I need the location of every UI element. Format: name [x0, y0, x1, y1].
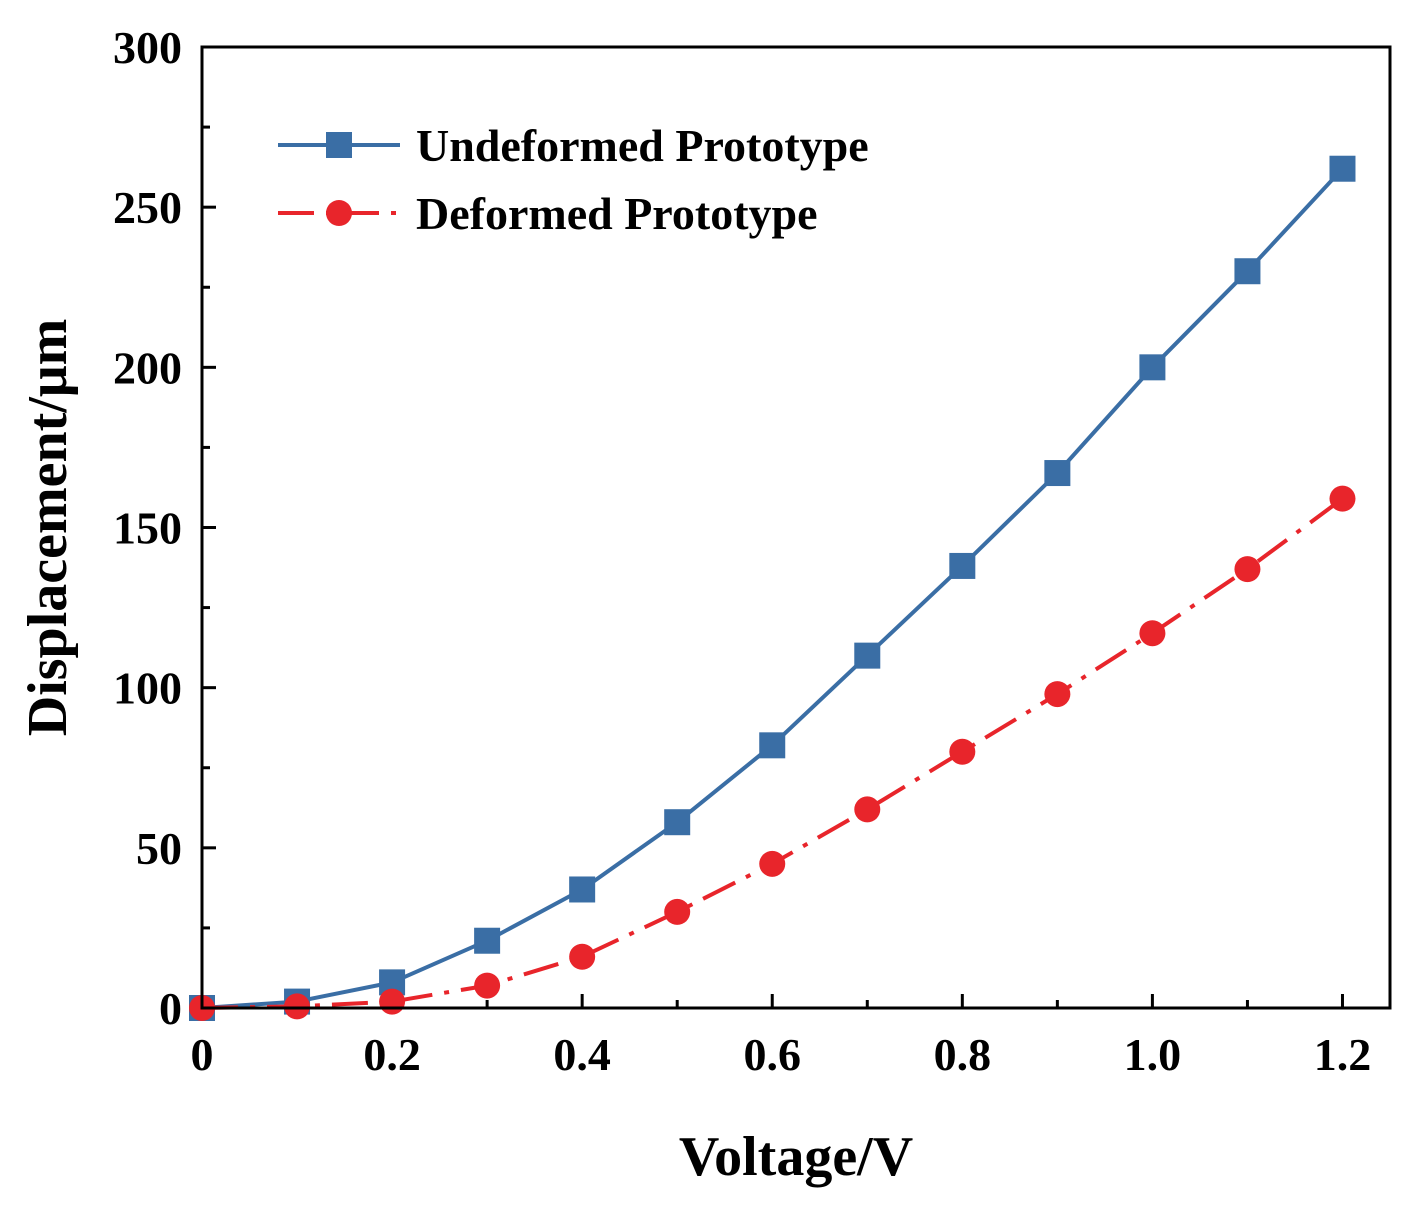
data-point [284, 993, 311, 1020]
x-tick-label: 1.0 [1124, 1029, 1182, 1080]
x-tick-label: 0.4 [553, 1029, 611, 1080]
legend-label-undeformed: Undeformed Prototype [416, 120, 869, 171]
data-point [949, 738, 976, 765]
plot-frame [200, 45, 1392, 1010]
x-tick-label: 0.6 [743, 1029, 801, 1080]
data-point [854, 642, 881, 669]
y-axis-ticks: 0 50 100 150 200 250 300 [113, 22, 216, 1034]
data-point [949, 552, 976, 579]
legend-item-undeformed: Undeformed Prototype [278, 120, 869, 171]
x-tick-label: 0.2 [363, 1029, 421, 1080]
data-point [474, 927, 501, 954]
data-point [1234, 258, 1261, 285]
data-point [759, 732, 786, 759]
y-tick-label: 50 [136, 823, 182, 874]
x-tick-label: 0 [191, 1029, 214, 1080]
data-point [664, 898, 691, 925]
legend-label-deformed: Deformed Prototype [416, 188, 818, 239]
series-line-undeformed-prototype [201, 167, 1344, 1010]
data-point [569, 943, 596, 970]
y-tick-label: 150 [113, 503, 182, 554]
data-point [1329, 155, 1356, 182]
y-axis-title: Displacement/μm [17, 319, 79, 736]
data-point [1139, 620, 1166, 647]
y-tick-label: 100 [113, 663, 182, 714]
data-point [1139, 354, 1166, 381]
x-tick-label: 0.8 [934, 1029, 992, 1080]
y-tick-label: 200 [113, 342, 182, 393]
legend: Undeformed Prototype Deformed Prototype [278, 120, 869, 239]
data-point [1044, 460, 1071, 487]
x-tick-label: 1.2 [1314, 1029, 1372, 1080]
series-undeformed-prototype [189, 155, 1356, 1021]
data-point [379, 988, 406, 1015]
data-point [854, 796, 881, 823]
series-layer [189, 155, 1356, 1021]
series-deformed-prototype [189, 485, 1356, 1021]
legend-item-deformed: Deformed Prototype [278, 188, 818, 239]
y-tick-label: 300 [113, 22, 182, 73]
data-point [474, 972, 501, 999]
y-tick-label: 250 [113, 182, 182, 233]
data-point [759, 850, 786, 877]
data-point [1234, 556, 1261, 583]
legend-marker-deformed [326, 200, 352, 226]
data-point [569, 876, 596, 903]
legend-marker-undeformed [326, 132, 352, 158]
x-axis-title: Voltage/V [679, 1126, 913, 1188]
data-point [1329, 485, 1356, 512]
data-point [1044, 681, 1071, 708]
y-tick-label: 0 [159, 983, 182, 1034]
data-point [664, 809, 691, 836]
